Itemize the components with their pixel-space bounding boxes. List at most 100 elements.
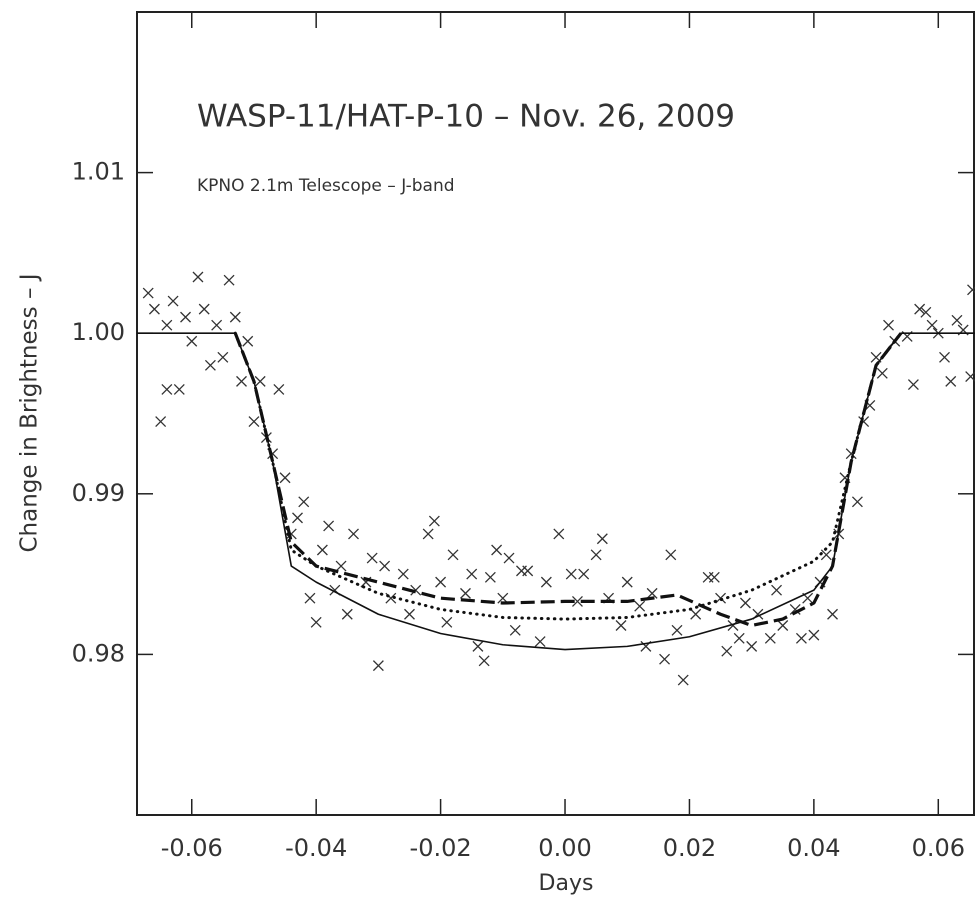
- model-line: [233, 332, 903, 628]
- data-point: [553, 528, 565, 540]
- data-point: [472, 640, 484, 652]
- x-axis-label: Days: [539, 871, 594, 896]
- x-tick-label: 0.06: [912, 834, 965, 862]
- plot-frame: [136, 11, 975, 816]
- data-point: [945, 375, 957, 387]
- model-line: [137, 332, 975, 651]
- data-point: [671, 624, 683, 636]
- x-tick-label: -0.02: [410, 834, 472, 862]
- data-point: [746, 640, 758, 652]
- data-point: [186, 335, 198, 347]
- data-point: [248, 416, 260, 427]
- data-point: [366, 552, 378, 564]
- data-point: [615, 620, 627, 631]
- data-point: [634, 600, 646, 612]
- data-point: [310, 616, 322, 628]
- data-point: [764, 632, 776, 644]
- data-point: [428, 515, 440, 527]
- data-point: [180, 311, 191, 323]
- data-point: [254, 375, 266, 387]
- data-point: [236, 375, 247, 387]
- x-tick-label: -0.06: [161, 834, 223, 862]
- plot-area: [137, 271, 975, 686]
- x-tick-label: -0.04: [285, 834, 347, 862]
- data-point: [341, 608, 353, 620]
- data-point: [242, 335, 254, 347]
- chart-title: WASP-11/HAT-P-10 – Nov. 26, 2009: [197, 99, 735, 135]
- data-point: [211, 319, 223, 331]
- data-point: [348, 528, 359, 540]
- data-point: [926, 319, 938, 331]
- data-point: [721, 645, 733, 657]
- data-point: [739, 597, 751, 609]
- data-point: [279, 472, 291, 484]
- data-point: [621, 576, 633, 588]
- data-point: [229, 311, 241, 323]
- data-point: [771, 584, 783, 596]
- data-point: [565, 568, 577, 580]
- data-point: [292, 512, 303, 524]
- data-point: [155, 416, 167, 427]
- data-point: [447, 549, 459, 561]
- data-point: [316, 544, 328, 556]
- data-point: [777, 620, 789, 631]
- data-point: [920, 306, 932, 318]
- data-point: [795, 632, 807, 644]
- data-point: [827, 608, 838, 620]
- data-point: [192, 271, 204, 283]
- y-tick-label: 1.01: [72, 158, 125, 186]
- x-tick-label: 0.04: [787, 834, 840, 862]
- data-point: [223, 274, 235, 286]
- data-point: [808, 629, 820, 641]
- data-point: [733, 632, 745, 644]
- y-tick-label: 0.99: [72, 479, 125, 507]
- data-point: [665, 549, 677, 561]
- data-point: [522, 565, 534, 577]
- data-point: [509, 624, 521, 636]
- y-tick-label: 0.98: [72, 639, 125, 667]
- data-point: [372, 660, 384, 672]
- chart-subtitle: KPNO 2.1m Telescope – J-band: [197, 176, 455, 196]
- data-point: [690, 608, 702, 620]
- data-point: [715, 592, 727, 604]
- data-point: [659, 653, 671, 665]
- data-point: [142, 287, 154, 299]
- data-point: [379, 560, 391, 572]
- data-point: [965, 371, 975, 383]
- x-tick-label: 0.02: [663, 834, 716, 862]
- data-point: [466, 568, 478, 580]
- data-point: [435, 576, 447, 588]
- data-point: [907, 379, 919, 391]
- data-point: [820, 549, 832, 561]
- data-point: [335, 560, 347, 572]
- data-point: [851, 496, 863, 508]
- data-point: [708, 571, 720, 583]
- data-point: [491, 544, 503, 556]
- data-point: [540, 576, 552, 588]
- data-point: [204, 359, 216, 371]
- data-point: [914, 303, 926, 315]
- data-point: [161, 383, 173, 395]
- data-point: [173, 383, 185, 395]
- data-point: [939, 351, 950, 363]
- model-line: [233, 331, 903, 621]
- data-point: [951, 314, 963, 326]
- data-point: [534, 636, 546, 648]
- data-point: [572, 595, 583, 607]
- data-point: [883, 319, 894, 331]
- data-point: [646, 587, 658, 599]
- data-point: [304, 592, 316, 604]
- data-point: [422, 528, 434, 540]
- data-point: [677, 674, 689, 686]
- data-point: [397, 568, 409, 580]
- y-axis-label: Change in Brightness – J: [17, 273, 43, 552]
- data-point: [478, 655, 490, 667]
- data-point: [484, 571, 496, 583]
- data-point: [161, 319, 173, 331]
- data-point: [167, 295, 179, 307]
- data-point: [441, 616, 453, 628]
- data-point: [727, 620, 739, 631]
- data-point: [596, 533, 608, 545]
